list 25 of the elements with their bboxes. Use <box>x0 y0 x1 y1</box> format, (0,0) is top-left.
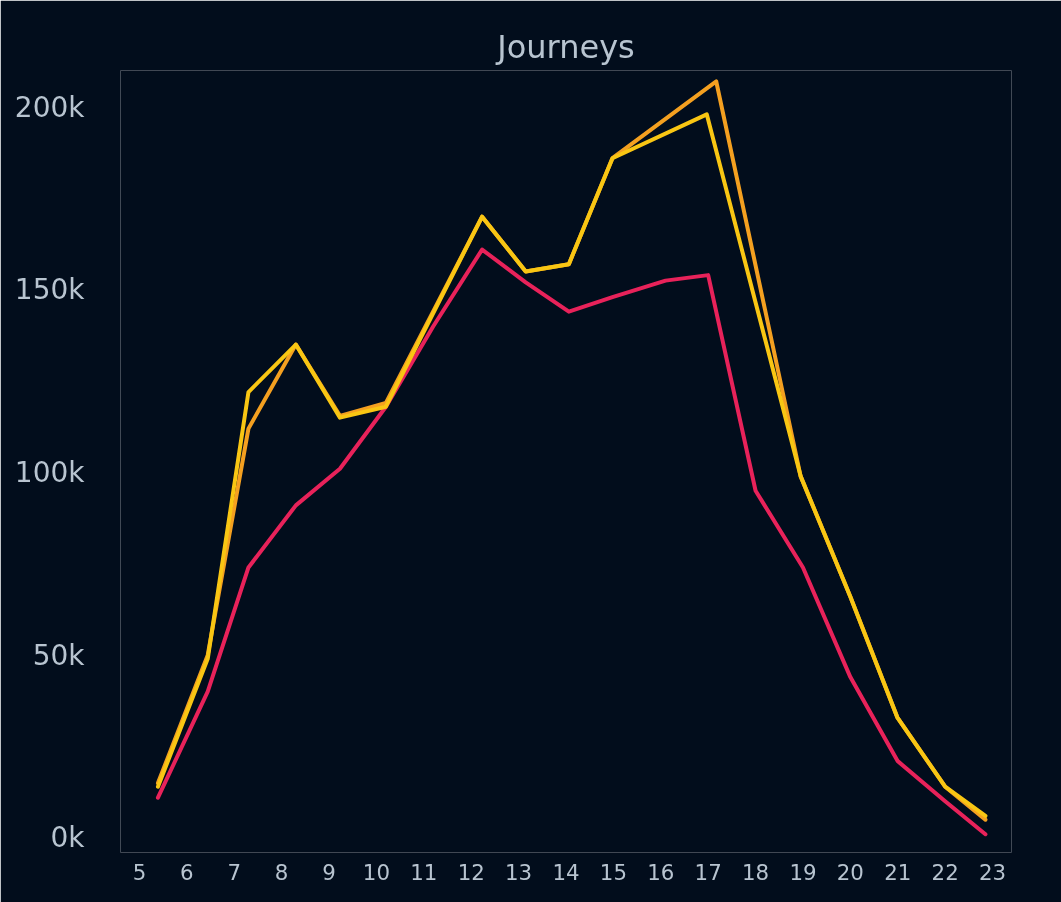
x-tick-label: 15 <box>599 859 627 885</box>
x-tick-label: 13 <box>505 859 533 885</box>
x-tick-label: 22 <box>931 859 959 885</box>
x-tick-label: 16 <box>647 859 675 885</box>
x-tick-label: 18 <box>742 859 770 885</box>
x-tick-label: 19 <box>789 859 817 885</box>
x-tick-label: 6 <box>180 859 194 885</box>
x-tick-label: 10 <box>362 859 390 885</box>
x-tick-label: 5 <box>132 859 147 885</box>
x-tick-label: 12 <box>457 859 485 885</box>
y-tick-label: 0k <box>50 821 86 855</box>
x-tick-label: 14 <box>552 859 580 885</box>
x-tick-label: 20 <box>836 859 864 885</box>
x-tick-label: 21 <box>884 859 912 885</box>
y-tick-label: 100k <box>14 455 86 489</box>
x-tick-label: 9 <box>322 859 336 885</box>
x-tick-label: 23 <box>978 859 1007 885</box>
chart-title: Journeys <box>495 27 635 66</box>
x-tick-label: 11 <box>410 859 438 885</box>
x-tick-label: 7 <box>227 859 242 885</box>
y-tick-label: 150k <box>14 273 86 307</box>
y-tick-label: 50k <box>32 638 86 672</box>
x-tick-label: 8 <box>274 859 289 885</box>
x-tick-label: 17 <box>694 859 722 885</box>
y-tick-label: 200k <box>14 90 86 124</box>
